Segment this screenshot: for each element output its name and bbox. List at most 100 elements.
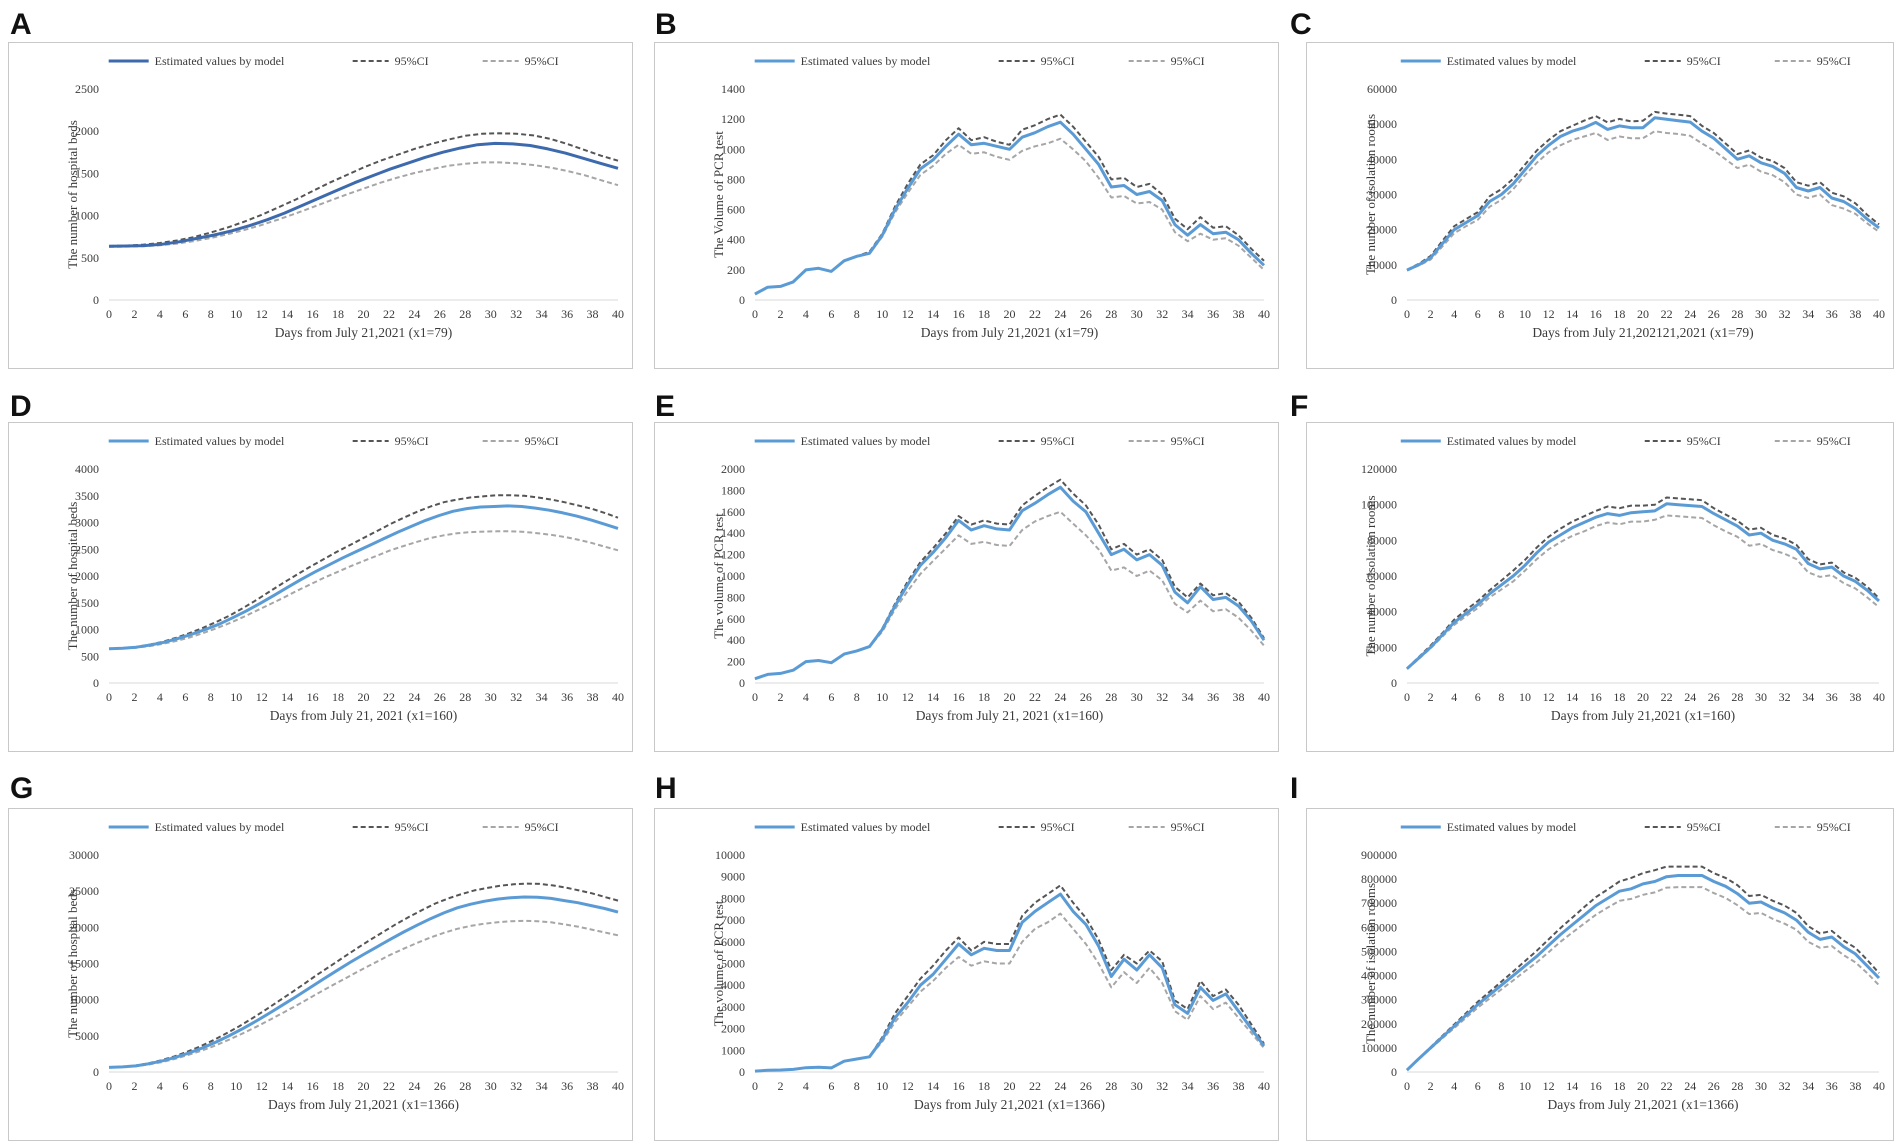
legend-label-ci-1: 95%CI [1041, 820, 1075, 834]
y-tick-label: 1000 [75, 623, 99, 637]
x-tick-label: 38 [1849, 307, 1861, 321]
x-tick-label: 0 [1404, 690, 1410, 704]
x-tick-label: 6 [182, 307, 188, 321]
y-tick-label: 1800 [721, 483, 745, 497]
x-tick-label: 20 [1004, 307, 1016, 321]
x-tick-label: 24 [1684, 1079, 1696, 1093]
y-tick-label: 1600 [721, 505, 745, 519]
x-tick-label: 24 [1684, 307, 1696, 321]
x-tick-label: 28 [1731, 690, 1743, 704]
y-tick-label: 4000 [75, 462, 99, 476]
panel-letter-a: A [10, 8, 32, 41]
x-tick-label: 16 [953, 690, 965, 704]
x-tick-label: 32 [1779, 307, 1791, 321]
chart-svg-a: Estimated values by model 95%CI 95%CI 0 500 1… [65, 54, 624, 340]
x-tick-label: 4 [803, 1079, 809, 1093]
x-tick-label: 28 [1105, 690, 1117, 704]
x-tick-label: 40 [612, 1079, 624, 1093]
x-tick-label: 32 [1156, 307, 1168, 321]
x-tick-label: 8 [1498, 690, 1504, 704]
y-tick-label: 1400 [721, 82, 745, 96]
chart-panel-a: Estimated values by model 95%CI 95%CI 0 500 1… [8, 42, 633, 369]
legend-label-ci-1: 95%CI [1041, 434, 1075, 448]
y-tick-label: 25000 [69, 884, 99, 898]
y-tick-label: 3500 [75, 489, 99, 503]
legend-label-ci-2: 95%CI [1171, 54, 1205, 68]
y-tick-label: 100000 [1361, 1041, 1397, 1055]
x-tick-label: 12 [256, 307, 268, 321]
y-tick-label: 2500 [75, 82, 99, 96]
series-line-ci-upper [1406, 496, 1880, 670]
y-axis-title: The number of isolation rooms [1363, 495, 1378, 656]
x-axis-title: Days from July 21,2021 (x1=79) [921, 325, 1098, 340]
panel-letter-e: E [655, 390, 676, 423]
x-tick-label: 10 [1519, 690, 1531, 704]
y-tick-label: 100000 [1361, 498, 1397, 512]
x-tick-label: 10 [876, 1079, 888, 1093]
y-tick-label: 10000 [69, 993, 99, 1007]
series-line-ci-upper [754, 113, 1265, 295]
y-tick-label: 5000 [721, 957, 745, 971]
chart-svg-h: Estimated values by model 95%CI 95%CI 0 1000… [711, 820, 1270, 1112]
x-tick-label: 26 [434, 1079, 446, 1093]
x-tick-label: 22 [1661, 690, 1673, 704]
y-tick-label: 2000 [721, 1022, 745, 1036]
x-tick-label: 16 [307, 1079, 319, 1093]
x-tick-label: 40 [1873, 307, 1885, 321]
x-tick-label: 10 [876, 307, 888, 321]
x-tick-label: 30 [485, 1079, 497, 1093]
x-tick-label: 12 [256, 1079, 268, 1093]
x-tick-label: 32 [510, 307, 522, 321]
chart-svg-b: Estimated values by model 95%CI 95%CI02004… [711, 54, 1270, 340]
y-tick-label: 5000 [75, 1029, 99, 1043]
x-tick-label: 32 [1156, 690, 1168, 704]
x-tick-label: 30 [1131, 1079, 1143, 1093]
series-line-model [1405, 874, 1881, 1072]
series-line-ci-lower [108, 161, 619, 248]
x-tick-label: 2 [131, 1079, 137, 1093]
x-tick-label: 2 [131, 690, 137, 704]
x-tick-label: 34 [536, 307, 548, 321]
chart-panel-i: Estimated values by model 95%CI 95%CI 0 1000… [1306, 808, 1894, 1141]
x-tick-label: 34 [1182, 1079, 1194, 1093]
panel-letter-b: B [655, 8, 677, 41]
legend-label-ci-1: 95%CI [395, 54, 429, 68]
x-tick-label: 38 [587, 690, 599, 704]
series-line-ci-upper [1406, 865, 1880, 1071]
x-tick-label: 36 [1826, 307, 1838, 321]
x-tick-label: 4 [1451, 1079, 1457, 1093]
x-tick-label: 40 [1873, 1079, 1885, 1093]
x-tick-label: 24 [408, 307, 420, 321]
series-line-ci-lower [1406, 130, 1880, 272]
x-tick-label: 26 [1080, 690, 1092, 704]
x-tick-label: 30 [1131, 307, 1143, 321]
x-tick-label: 26 [1080, 1079, 1092, 1093]
x-tick-label: 22 [1029, 690, 1041, 704]
x-tick-label: 40 [1258, 690, 1270, 704]
legend-label-ci-1: 95%CI [395, 820, 429, 834]
x-axis-title: Days from July 21, 2021 (x1=160) [916, 708, 1104, 723]
x-tick-label: 36 [1207, 307, 1219, 321]
legend-label-model: Estimated values by model [1447, 54, 1577, 68]
x-tick-label: 2 [131, 307, 137, 321]
y-tick-label: 6000 [721, 935, 745, 949]
legend-label-model: Estimated values by model [155, 54, 285, 68]
x-tick-label: 6 [828, 690, 834, 704]
x-tick-label: 4 [1451, 307, 1457, 321]
x-axis-title: Days from July 21,2021 (x1=1366) [268, 1097, 459, 1112]
x-tick-label: 18 [1613, 307, 1625, 321]
x-tick-label: 22 [1661, 1079, 1673, 1093]
x-tick-label: 36 [1826, 690, 1838, 704]
y-tick-label: 600 [727, 612, 745, 626]
chart-svg-f: Estimated values by model 95%CI 95%CI 0 2000… [1361, 434, 1885, 723]
x-tick-label: 40 [1258, 307, 1270, 321]
x-tick-label: 20 [1004, 690, 1016, 704]
y-tick-label: 30000 [1367, 188, 1397, 202]
legend-label-ci-2: 95%CI [525, 54, 559, 68]
y-axis-title: The number of hospital beds [65, 889, 80, 1038]
legend-label-model: Estimated values by model [155, 820, 285, 834]
x-tick-label: 24 [1054, 690, 1066, 704]
y-tick-label: 40000 [1367, 605, 1397, 619]
x-tick-label: 10 [230, 307, 242, 321]
x-tick-label: 8 [1498, 1079, 1504, 1093]
